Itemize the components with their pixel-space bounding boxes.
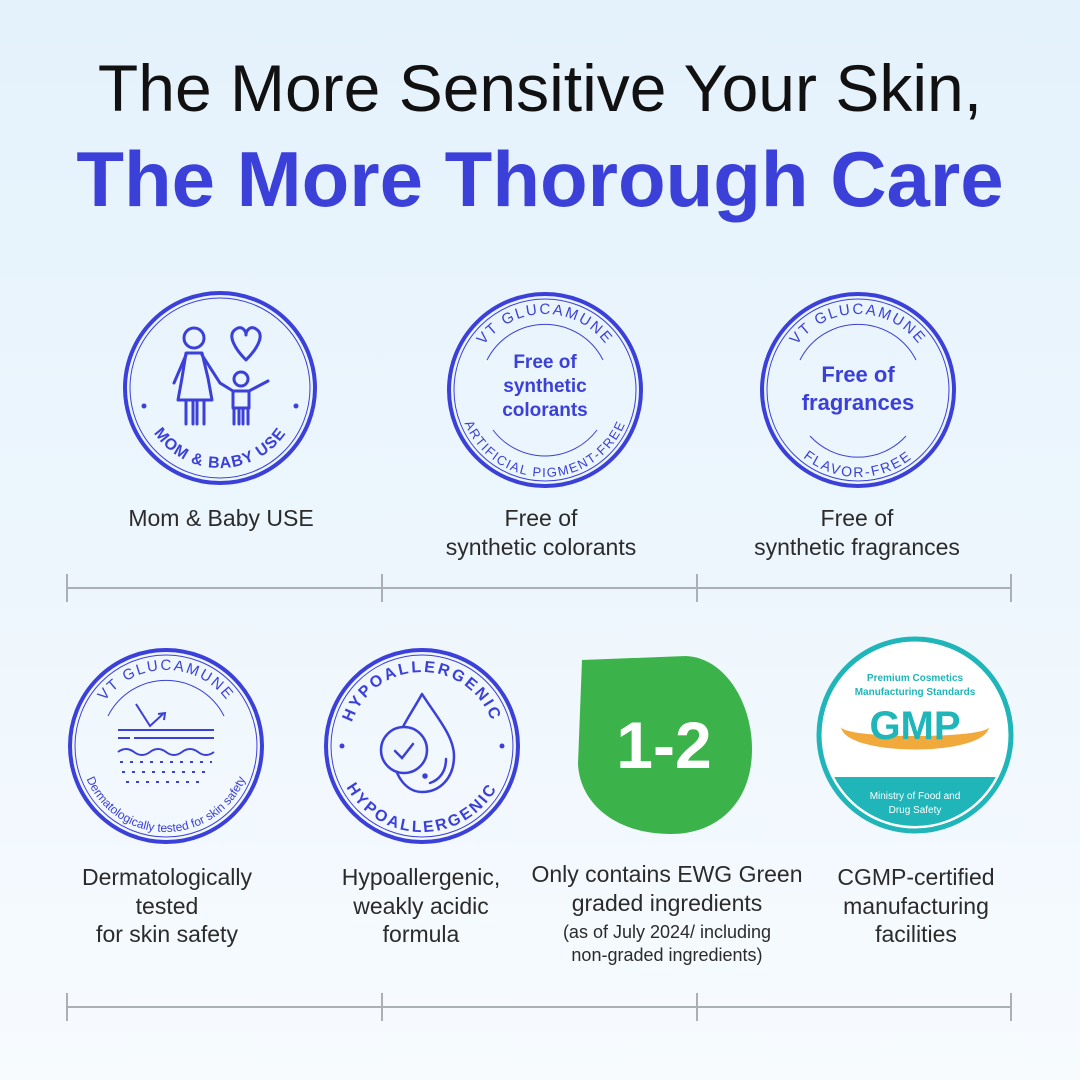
badge-center-line: Free of	[821, 362, 895, 387]
mom-baby-badge: MOM & BABY USE	[123, 291, 317, 485]
fragrance-free-badge: VT GLUCAMUNE FLAVOR-FREE Free of fragran…	[760, 292, 956, 488]
svg-text:ARTIFICIAL PIGMENT-FREE: ARTIFICIAL PIGMENT-FREE	[462, 418, 629, 480]
gmp-bottom-line: Ministry of Food and	[870, 791, 961, 802]
caption-line: facilities	[875, 921, 957, 947]
badge-ring-text: MOM & BABY USE	[150, 425, 288, 472]
badge-bottom-text: ARTIFICIAL PIGMENT-FREE	[462, 418, 627, 480]
gmp-badge: Premium Cosmetics Manufacturing Standard…	[816, 636, 1014, 834]
mother-child-heart-icon	[172, 326, 270, 426]
caption-line: tested	[135, 892, 199, 919]
drop-check-icon	[379, 692, 456, 794]
svg-text:Dermatologically tested for sk: Dermatologically tested for skin safety	[84, 774, 249, 835]
badge-center-line: synthetic	[503, 376, 587, 397]
caption-line: Mom & Baby USE	[128, 505, 314, 531]
svg-text:MOM & BABY USE: MOM & BABY USE	[150, 425, 289, 472]
caption-fragrances: Free of synthetic fragrances	[754, 504, 960, 561]
derm-tested-badge: VT GLUCAMUNE Dermatologically tested for…	[68, 648, 264, 844]
caption-note: (as of July 2024/ including non-graded in…	[532, 921, 803, 967]
caption-gmp: CGMP-certified manufacturing facilities	[837, 863, 994, 949]
caption-line: graded ingredients	[571, 889, 763, 916]
note-line: non-graded ingredients)	[571, 945, 763, 965]
badge-center-line: fragrances	[802, 390, 915, 415]
skin-layers-icon	[117, 703, 215, 783]
caption-line: weakly acidic	[353, 892, 489, 919]
badge-bottom-text: FLAVOR-FREE	[801, 447, 913, 480]
headline-line2: The More Thorough Care	[76, 135, 1004, 223]
badge-bottom-text: HYPOALLERGENIC	[343, 780, 499, 836]
gmp-bottom-line: Drug Safety	[889, 805, 942, 816]
caption-line: formula	[382, 921, 460, 947]
badge-bottom-text: Dermatologically tested for skin safety	[84, 774, 249, 835]
caption-ewg: Only contains EWG Green graded ingredient…	[532, 860, 803, 967]
caption-line: Free of	[504, 505, 578, 531]
caption-mom-baby: Mom & Baby USE	[128, 504, 313, 533]
row-divider	[66, 993, 1012, 1021]
ewg-green-badge: 1-2	[578, 656, 752, 834]
caption-line: synthetic colorants	[445, 533, 637, 560]
caption-line: for skin safety	[96, 921, 238, 947]
caption-line: synthetic fragrances	[754, 533, 960, 560]
badge-center-line: Free of	[513, 352, 577, 373]
gmp-logo-text: GMP	[869, 704, 960, 748]
colorant-free-badge: VT GLUCAMUNE ARTIFICIAL PIGMENT-FREE Fre…	[447, 292, 643, 488]
caption-colorants: Free of synthetic colorants	[446, 504, 636, 561]
hypoallergenic-badge: HYPOALLERGENIC HYPOALLERGENIC	[324, 648, 520, 844]
gmp-top-line: Manufacturing Standards	[855, 687, 976, 698]
row-divider	[66, 574, 1012, 602]
caption-line: manufacturing	[843, 892, 989, 919]
caption-line: Hypoallergenic,	[341, 864, 501, 890]
caption-line: CGMP-certified	[837, 864, 995, 890]
caption-line: Free of	[820, 505, 894, 531]
svg-text:FLAVOR-FREE: FLAVOR-FREE	[801, 447, 915, 480]
ewg-grade: 1-2	[616, 708, 711, 782]
caption-line: Only contains EWG Green	[531, 861, 803, 887]
gmp-top-line: Premium Cosmetics	[867, 673, 964, 684]
caption-line: Dermatologically	[81, 864, 253, 890]
headline-line1: The More Sensitive Your Skin,	[97, 51, 983, 125]
svg-text:HYPOALLERGENIC: HYPOALLERGENIC	[343, 780, 501, 836]
caption-hypo: Hypoallergenic, weakly acidic formula	[342, 863, 501, 949]
note-line: (as of July 2024/ including	[562, 922, 772, 942]
caption-derm: Dermatologically tested for skin safety	[82, 863, 252, 949]
badge-center-line: colorants	[502, 400, 588, 421]
